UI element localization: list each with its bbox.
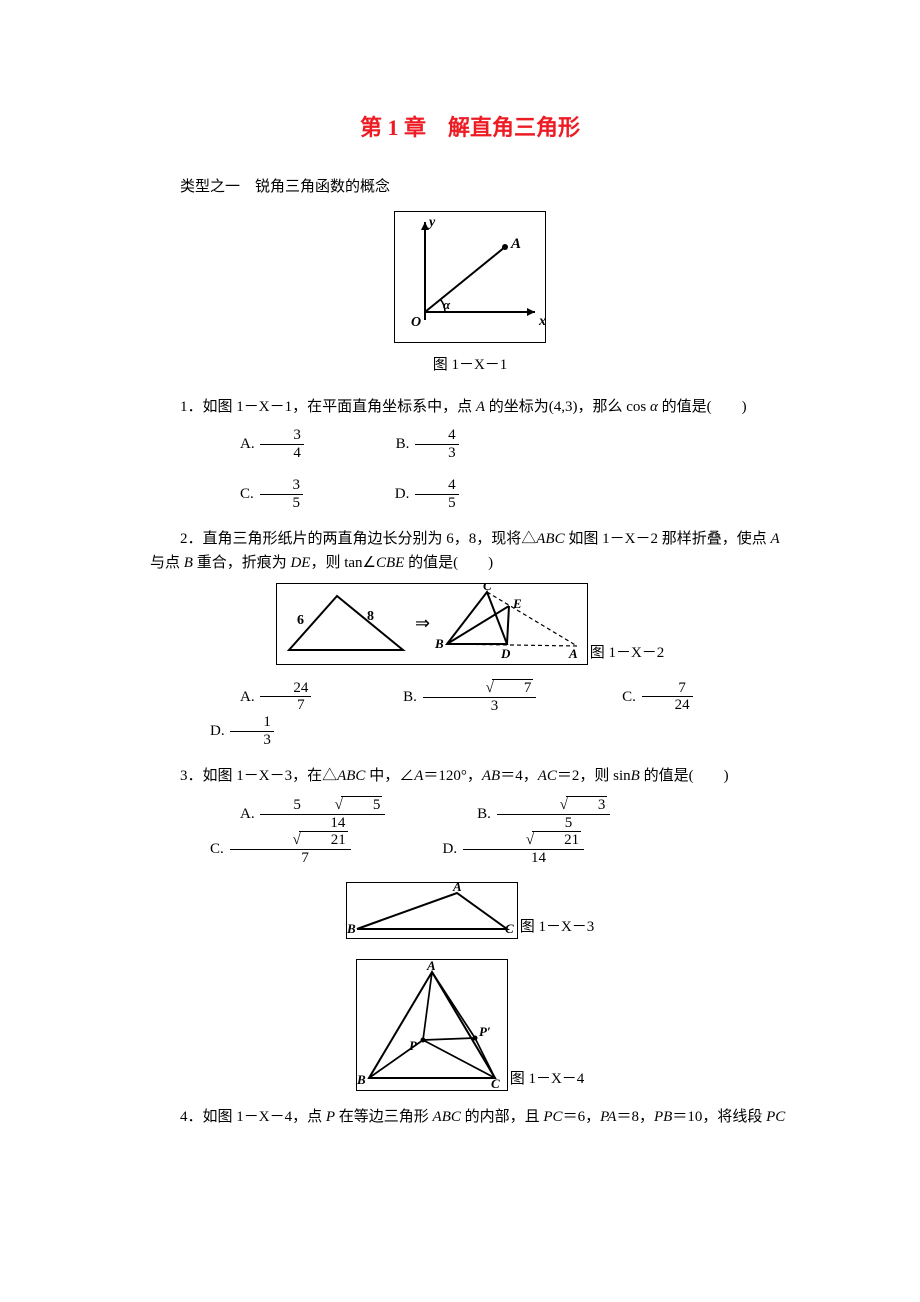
figure-3: A B C 图 1－X－3	[150, 882, 790, 939]
svg-text:⇒: ⇒	[415, 613, 430, 633]
point-A-label: A	[510, 236, 521, 252]
q1-option-C: C. 35	[180, 477, 305, 511]
figure-4: A B C P P′ 图 1－X－4	[150, 959, 790, 1091]
svg-text:C: C	[483, 584, 492, 593]
question-1: 1．如图 1－X－1，在平面直角坐标系中，点 A 的坐标为(4,3)，那么 co…	[150, 395, 790, 419]
svg-text:B: B	[347, 921, 356, 936]
section-type-label: 类型之一 锐角三角函数的概念	[150, 175, 790, 199]
figure-3-caption: 图 1－X－3	[520, 915, 595, 939]
svg-text:6: 6	[297, 613, 304, 628]
question-3: 3．如图 1－X－3，在△ABC 中，∠A＝120°，AB＝4，AC＝2，则 s…	[150, 764, 790, 788]
q1-option-A: A. 34	[180, 427, 306, 461]
svg-text:A: A	[568, 646, 578, 661]
origin-label: O	[411, 315, 421, 330]
figure-2-caption: 图 1－X－2	[590, 641, 665, 665]
svg-text:C: C	[491, 1076, 500, 1090]
svg-text:A: A	[452, 883, 462, 894]
svg-text:B: B	[434, 636, 444, 651]
svg-text:B: B	[357, 1072, 366, 1087]
figure-4-caption: 图 1－X－4	[510, 1067, 585, 1091]
q2-option-A: A. 247	[180, 680, 313, 714]
q1-option-B: B. 43	[336, 427, 461, 461]
q1-options-row2: C. 35 D. 45	[150, 477, 790, 511]
question-4: 4．如图 1－X－4，点 P 在等边三角形 ABC 的内部，且 PC＝6，PA＝…	[150, 1105, 790, 1129]
angle-alpha-label: α	[443, 297, 451, 312]
q3-option-A: A. 5 514	[180, 796, 387, 831]
q3-option-D: D. 2114	[383, 831, 587, 866]
q3-options: A. 5 514 B. 35 C. 217 D. 2114	[150, 796, 790, 866]
q1-options-row1: A. 34 B. 43	[150, 427, 790, 461]
figure-2: 6 8 ⇒ C E B D A 图 1－X－2	[150, 583, 790, 665]
svg-text:D: D	[500, 646, 511, 661]
q3-option-C: C. 217	[150, 831, 353, 866]
svg-text:P′: P′	[479, 1024, 491, 1039]
svg-text:8: 8	[367, 609, 374, 624]
axis-y-label: y	[427, 215, 436, 230]
question-2: 2．直角三角形纸片的两直角边长分别为 6，8，现将△ABC 如图 1－X－2 那…	[150, 527, 790, 575]
q2-options: A. 247 B. 73 C. 724 D. 13	[150, 679, 790, 748]
axis-x-label: x	[538, 314, 545, 329]
svg-text:C: C	[505, 921, 514, 936]
q2-option-B: B. 73	[343, 679, 538, 714]
q3-option-B: B. 35	[417, 796, 612, 831]
svg-text:A: A	[426, 960, 436, 973]
figure-1: x y O A α	[150, 211, 790, 343]
page-title: 第 1 章 解直角三角形	[150, 110, 790, 145]
figure-1-caption: 图 1－X－1	[150, 353, 790, 377]
q2-option-C: C. 724	[562, 680, 695, 714]
q2-option-D: D. 13	[150, 714, 276, 748]
q1-option-D: D. 45	[335, 477, 461, 511]
svg-text:P: P	[409, 1038, 418, 1053]
svg-text:E: E	[512, 596, 522, 611]
